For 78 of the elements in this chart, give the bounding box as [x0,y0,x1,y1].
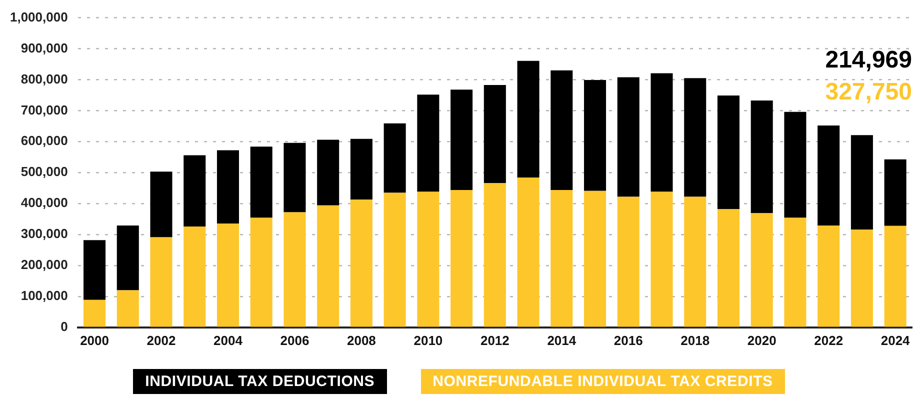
bar [850,230,873,327]
bar [150,172,172,238]
x-tick-label: 2006 [280,332,310,348]
bar [450,90,473,190]
bar [384,123,406,193]
bar [284,212,306,327]
x-tick-label: 2004 [214,332,244,348]
x-tick-label: 2018 [680,332,710,348]
x-tick-label: 2016 [614,332,643,348]
y-tick-label: 300,000 [20,226,68,242]
bar [284,142,306,212]
bar [784,112,806,218]
bar [784,218,806,327]
bar [850,135,873,230]
bar [484,183,506,327]
bar [84,300,106,327]
bar [818,126,840,226]
x-tick-label: 2002 [146,332,176,348]
bar [116,226,139,290]
bar [216,150,239,224]
bar [250,218,272,327]
bar [184,155,206,226]
bar [717,209,740,327]
bar [317,205,340,327]
annotation: 327,750 [825,78,912,106]
bar [550,70,573,190]
bar [684,196,706,327]
bar [750,213,773,327]
bar [584,190,606,327]
bar [350,138,372,200]
annotation: 214,969 [825,46,912,74]
bar [184,226,206,327]
bar [617,77,640,197]
bar [250,146,272,218]
bar [116,290,139,327]
y-tick-label: 700,000 [20,102,68,118]
bar [617,196,640,327]
y-tick-label: 600,000 [20,133,68,148]
text: NONREFUNDABLE INDIVIDUAL TAX CREDITS [420,369,785,394]
bar [384,192,406,327]
x-tick-label: 2014 [547,332,577,348]
bar [550,190,573,327]
bar [884,226,906,327]
x-tick-label: 2010 [414,332,443,348]
y-tick-label: 0 [60,318,68,334]
y-tick-label: 1,000,000 [10,9,68,24]
x-tick-label: 2012 [480,332,510,348]
y-tick-label: 900,000 [20,40,68,56]
bar [417,94,440,192]
y-tick-label: 500,000 [20,164,68,180]
bar [517,60,540,178]
bar [717,96,740,210]
bar [650,73,673,192]
y-tick-label: 400,000 [20,195,68,210]
bar [150,237,172,327]
y-tick-label: 800,000 [20,71,68,86]
text: INDIVIDUAL TAX DEDUCTIONS [133,369,387,394]
x-tick-label: 2008 [346,332,376,348]
bar [450,190,473,327]
x-tick-label: 2020 [747,332,776,348]
bar [317,140,340,206]
x-tick-label: 2022 [814,332,844,348]
bar [216,224,239,327]
bar [650,192,673,327]
bar [684,78,706,197]
x-tick-label: 2000 [80,332,109,348]
bar [884,159,906,226]
y-tick-label: 100,000 [20,288,68,304]
bar [750,100,773,214]
y-tick-label: 200,000 [20,257,68,272]
bar [517,178,540,327]
bar [818,226,840,327]
bar [350,200,372,327]
bar [84,240,106,300]
bar [484,84,506,184]
x-tick-label: 2024 [880,332,911,348]
bar [417,192,440,327]
bar [584,80,606,191]
